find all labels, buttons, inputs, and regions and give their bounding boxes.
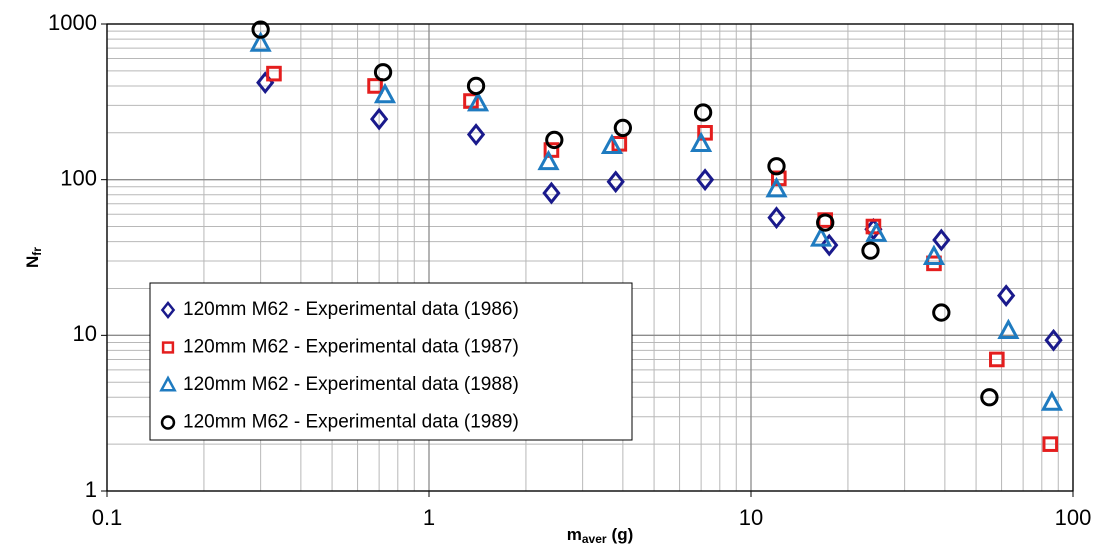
point bbox=[997, 284, 1016, 307]
legend-label: 120mm M62 - Experimental data (1989) bbox=[183, 412, 519, 433]
point bbox=[1042, 436, 1059, 452]
point bbox=[980, 388, 999, 407]
point bbox=[693, 103, 713, 122]
point bbox=[251, 20, 270, 39]
point bbox=[690, 131, 713, 153]
point bbox=[542, 181, 561, 205]
point bbox=[249, 31, 272, 52]
point bbox=[765, 176, 788, 198]
point bbox=[373, 63, 393, 82]
point bbox=[820, 233, 839, 257]
x-tick-label: 10 bbox=[739, 505, 763, 530]
legend-marker bbox=[160, 415, 176, 430]
point bbox=[600, 133, 624, 155]
point bbox=[816, 213, 835, 232]
y-tick-label: 1 bbox=[85, 477, 97, 502]
point bbox=[1044, 328, 1063, 352]
legend-box bbox=[149, 282, 633, 441]
point bbox=[695, 168, 715, 192]
y-tick-label: 100 bbox=[60, 165, 97, 190]
legend-marker bbox=[160, 300, 176, 320]
point bbox=[989, 351, 1005, 368]
y-tick-label: 10 bbox=[73, 321, 97, 346]
point bbox=[613, 118, 633, 138]
x-label-unit: (g) bbox=[612, 525, 634, 544]
point bbox=[606, 170, 625, 194]
x-tick-label: 1 bbox=[423, 505, 435, 530]
y-axis-label: Nfr bbox=[23, 247, 44, 268]
point bbox=[997, 318, 1020, 340]
point bbox=[865, 221, 888, 242]
point bbox=[922, 244, 946, 265]
x-tick-label: 100 bbox=[1055, 505, 1092, 530]
point bbox=[1040, 390, 1063, 411]
x-label-main: m bbox=[567, 525, 582, 544]
point bbox=[932, 303, 951, 322]
legend-marker bbox=[161, 341, 175, 354]
point bbox=[266, 65, 282, 82]
legend-label: 120mm M62 - Experimental data (1987) bbox=[183, 337, 519, 358]
y-label-sub: fr bbox=[30, 247, 44, 256]
point bbox=[767, 157, 786, 176]
point bbox=[545, 130, 564, 150]
point bbox=[367, 78, 383, 94]
x-label-sub: aver bbox=[582, 532, 607, 545]
legend-label: 120mm M62 - Experimental data (1986) bbox=[183, 299, 519, 320]
plot-frame bbox=[106, 23, 1074, 492]
point bbox=[466, 76, 486, 96]
point bbox=[537, 149, 560, 171]
point bbox=[861, 241, 880, 260]
point bbox=[466, 91, 490, 112]
point bbox=[932, 228, 951, 252]
legend-label: 120mm M62 - Experimental data (1988) bbox=[183, 374, 519, 395]
point bbox=[809, 226, 833, 247]
x-tick-label: 0.1 bbox=[92, 505, 123, 530]
point bbox=[370, 107, 389, 131]
x-axis-label: maver (g) bbox=[567, 525, 634, 545]
y-tick-label: 1000 bbox=[48, 10, 97, 35]
y-label-main: N bbox=[23, 256, 42, 268]
point bbox=[466, 123, 486, 146]
point bbox=[373, 82, 397, 104]
legend-marker bbox=[159, 375, 177, 392]
point bbox=[767, 206, 786, 230]
